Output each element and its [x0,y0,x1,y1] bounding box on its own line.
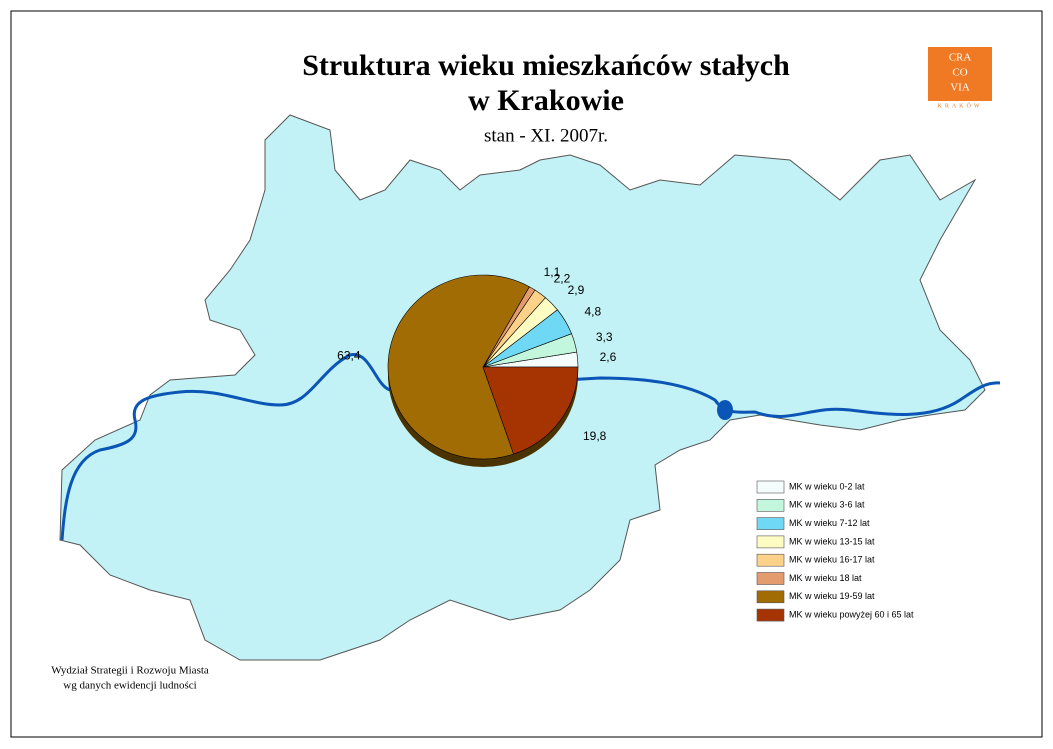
logo-box [928,47,992,101]
subtitle: stan - XI. 2007r. [484,125,608,146]
legend: MK w wieku 0-2 lat MK w wieku 3-6 lat MK w… [756,480,914,622]
legend-label: MK w wieku 7-12 lat [789,518,870,528]
data-label: 3,3 [596,330,613,344]
data-label: 2,9 [568,283,585,297]
legend-label: MK w wieku 3-6 lat [789,500,865,510]
logo-text: CRA [949,52,972,64]
legend-label: MK w wieku powyżej 60 i 65 lat [789,609,914,619]
logo-text: CO [952,67,967,79]
pie-slice [482,366,579,455]
legend-label: MK w wieku 16-17 lat [789,555,875,565]
data-label: 1,1 [544,265,561,279]
data-label: 4,8 [584,304,601,318]
footer: Wydział Strategii i Rozwoju Miasta [51,665,209,677]
logo: CRA CO VIA KRAKÓW [928,47,992,109]
river [60,353,1001,541]
legend-swatch [756,608,785,622]
data-label: 2,2 [554,271,571,285]
logo-text: VIA [950,82,970,94]
reservoir [717,400,733,420]
legend-swatch [756,535,785,549]
legend-swatch [756,517,785,530]
pie-chart: 2,6 3,3 4,8 2,92,21,1 63,4 19,8 [337,265,617,467]
data-label: 63,4 [337,348,361,362]
legend-label: MK w wieku 18 lat [789,573,862,583]
legend-swatch [756,590,785,604]
legend-label: MK w wieku 0-2 lat [789,481,865,491]
legend-swatch [756,498,785,512]
legend-swatch [756,480,785,494]
footer: wg danych ewidencji ludności [63,680,197,692]
legend-label: MK w wieku 13-15 lat [789,536,875,546]
legend-label: MK w wieku 19-59 lat [789,591,875,601]
title: w Krakowie [468,84,624,117]
legend-swatch [756,572,785,585]
title: Struktura wieku mieszkańców stałych [302,49,790,82]
logo-caption: KRAKÓW [938,101,983,109]
legend-swatch [756,553,785,567]
data-label: 2,6 [600,350,617,364]
pie-slice [387,274,530,460]
data-label: 19,8 [583,429,607,443]
